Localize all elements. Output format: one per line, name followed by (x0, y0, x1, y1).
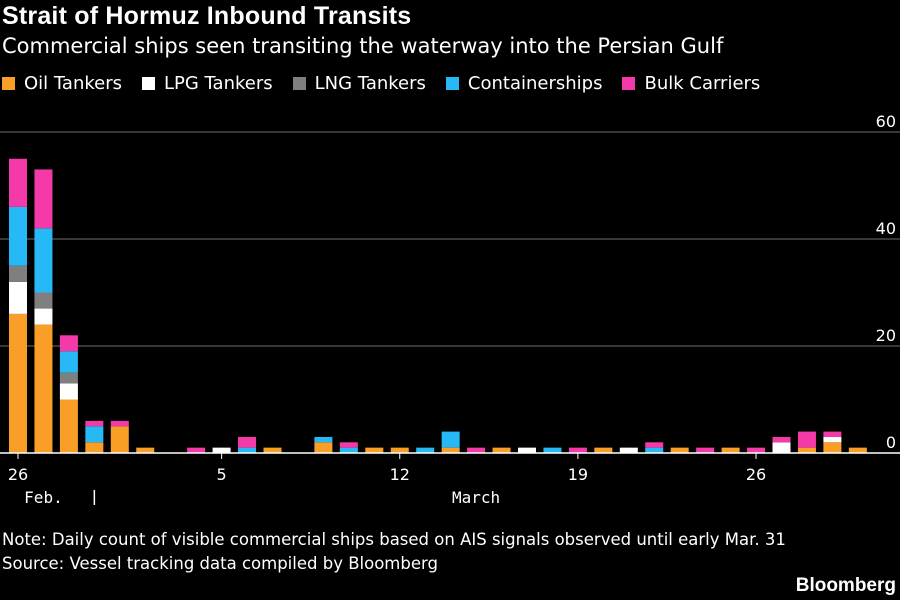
bar-segment (416, 447, 435, 453)
bar-segment (34, 169, 53, 229)
bar-segment (772, 442, 791, 453)
bar-segment (645, 442, 664, 448)
bar-segment (314, 436, 333, 443)
bar-segment (467, 447, 486, 453)
legend-label-bulk-carriers: Bulk Carriers (644, 73, 761, 94)
bar-segment (59, 351, 78, 373)
bar-segment (823, 436, 842, 443)
y-tick-label: 60 (876, 112, 896, 131)
bar-segment (492, 447, 511, 453)
stacked-bar-chart: 0 20 40 60 26 5 12 19 26 Feb. March (0, 112, 900, 507)
legend-label-lng-tankers: LNG Tankers (314, 73, 426, 94)
bar-segment (187, 447, 206, 453)
y-tick-label: 20 (876, 326, 896, 345)
bar-segment (823, 442, 842, 453)
month-label: Feb. (24, 488, 63, 507)
bar-segment (110, 426, 129, 453)
legend-label-oil-tankers: Oil Tankers (24, 73, 122, 94)
bar-segment (110, 420, 129, 427)
bar-segment (59, 335, 78, 352)
bar-segment (85, 420, 104, 427)
bar-segment (772, 436, 791, 443)
bar-segment (823, 431, 842, 437)
legend-swatch-bulk-carriers (622, 77, 636, 90)
legend-swatch-containerships (445, 77, 459, 90)
bar-segment (848, 447, 867, 453)
bar-segment (594, 447, 613, 453)
chart-title: Strait of Hormuz Inbound Transits (2, 2, 412, 30)
bar-segment (747, 447, 766, 453)
bar-segment (670, 447, 689, 453)
bar-segment (85, 426, 104, 443)
bar-segment (339, 447, 358, 453)
legend-item-lpg-tankers: LPG Tankers (141, 73, 273, 94)
legend-swatch-lng-tankers (292, 77, 306, 90)
x-tick-label: 19 (568, 465, 588, 484)
legend-item-lng-tankers: LNG Tankers (292, 73, 426, 94)
x-tick-label: 5 (217, 465, 227, 484)
chart-subtitle: Commercial ships seen transiting the wat… (2, 34, 724, 58)
bar-segment (9, 281, 27, 314)
bar-segment (390, 447, 409, 453)
bar-segment (518, 447, 536, 453)
bar-segment (568, 447, 587, 453)
bar-segment (797, 431, 816, 448)
bar-segment (619, 447, 638, 453)
bar-segment (34, 292, 53, 309)
y-tick-label: 40 (876, 219, 896, 238)
bar-segment (645, 447, 664, 453)
bar-segment (59, 383, 78, 400)
bar-segment (263, 447, 282, 453)
bar-segment (696, 447, 715, 453)
bar-segment (85, 442, 104, 453)
legend-swatch-oil-tankers (2, 77, 15, 90)
bar-segment (212, 447, 231, 453)
x-tick-label: 12 (390, 465, 410, 484)
chart-note: Note: Daily count of visible commercial … (2, 530, 786, 549)
bar-segment (59, 399, 78, 453)
x-tick-label: 26 (746, 465, 766, 484)
bar-segment (339, 442, 358, 448)
bar-segment (34, 228, 53, 293)
chart-source: Source: Vessel tracking data compiled by… (2, 554, 438, 573)
legend: Oil Tankers LPG Tankers LNG Tankers Cont… (2, 73, 780, 94)
legend-label-lpg-tankers: LPG Tankers (163, 73, 273, 94)
legend-swatch-lpg-tankers (141, 77, 155, 90)
bar-segment (441, 447, 460, 453)
bar-segment (543, 447, 562, 453)
bar-segment (721, 447, 740, 453)
bar-segment (9, 313, 27, 453)
month-label: March (452, 488, 500, 507)
bar-segment (314, 442, 333, 453)
bar-segment (9, 206, 27, 266)
bar-segment (9, 265, 27, 282)
bar-segment (238, 436, 257, 448)
legend-item-bulk-carriers: Bulk Carriers (622, 73, 760, 94)
bar-segment (441, 431, 460, 448)
bar-segment (59, 372, 78, 384)
legend-item-containerships: Containerships (445, 73, 603, 94)
legend-item-oil-tankers: Oil Tankers (2, 73, 122, 94)
bloomberg-logo: Bloomberg (795, 575, 896, 596)
y-tick-label: 0 (886, 433, 896, 452)
bar-segment (34, 308, 53, 325)
bar-segment (34, 324, 53, 453)
bar-segment (136, 447, 155, 453)
bar-segment (797, 447, 816, 453)
legend-label-containerships: Containerships (467, 73, 603, 94)
bar-segment (365, 447, 384, 453)
x-tick-label: 26 (8, 465, 28, 484)
bar-segment (9, 158, 27, 207)
bar-segment (238, 447, 257, 453)
